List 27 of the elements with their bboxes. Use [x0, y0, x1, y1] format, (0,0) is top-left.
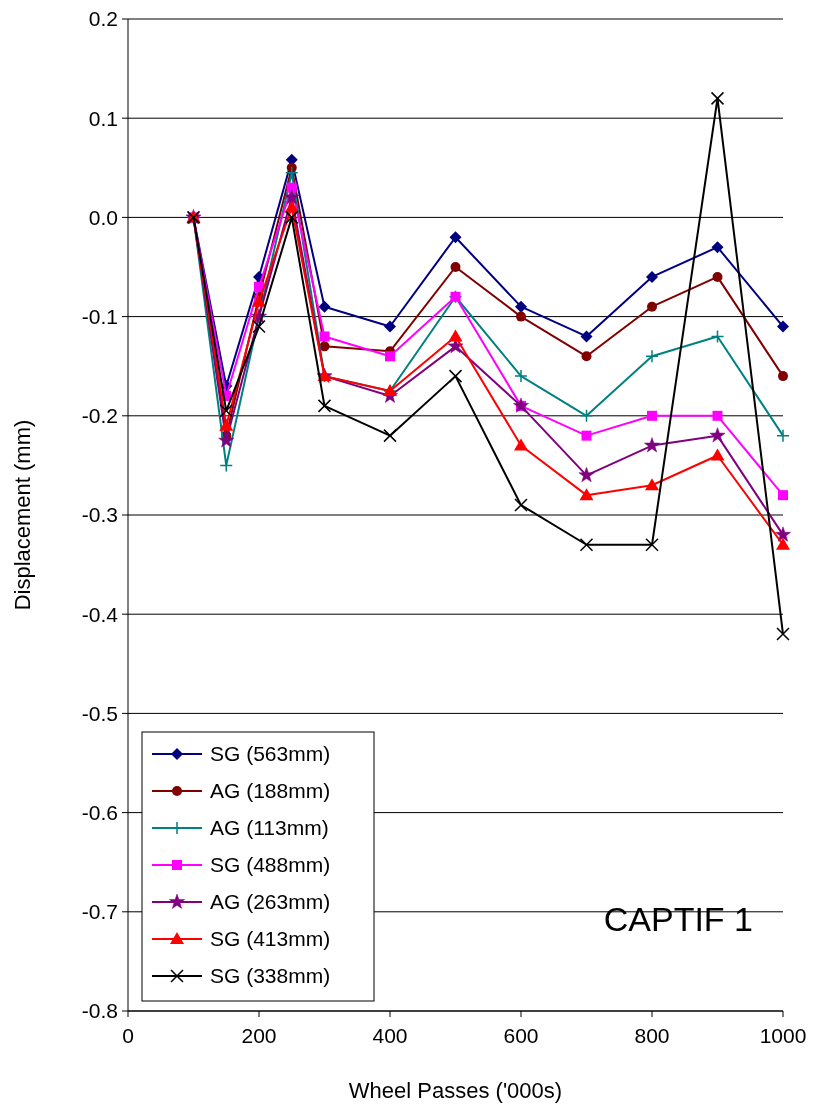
y-tick-label: 0.2 [88, 7, 118, 31]
y-tick-label: -0.6 [81, 800, 118, 824]
x-tick-label: 400 [372, 1024, 408, 1047]
legend-label: AG (188mm) [210, 779, 331, 803]
y-tick-label: -0.3 [81, 503, 118, 527]
x-tick-label: 800 [634, 1024, 670, 1047]
y-tick-label: -0.2 [81, 404, 118, 428]
annotation: CAPTIF 1 [603, 900, 753, 938]
y-tick-label: -0.8 [81, 999, 118, 1023]
y-tick-label: 0.1 [88, 106, 118, 130]
y-tick-label: -0.1 [81, 304, 118, 328]
legend-label: AG (113mm) [210, 816, 329, 840]
x-tick-label: 600 [503, 1024, 539, 1047]
x-axis-title: Wheel Passes ('000s) [348, 1078, 563, 1103]
legend-label: SG (488mm) [210, 853, 331, 877]
y-tick-label: -0.5 [81, 701, 118, 725]
x-tick-label: 200 [241, 1024, 277, 1047]
y-axis-title: Displacement (mm) [10, 419, 35, 611]
y-tick-label: 0.0 [88, 205, 118, 229]
legend-label: SG (563mm) [210, 742, 331, 766]
legend-label: SG (413mm) [210, 927, 331, 951]
y-tick-label: -0.4 [81, 602, 119, 626]
x-tick-label: 0 [122, 1024, 134, 1047]
y-tick-label: -0.7 [81, 900, 118, 924]
legend-label: AG (263mm) [210, 890, 331, 914]
legend-label: SG (338mm) [210, 964, 331, 988]
x-tick-label: 1000 [759, 1024, 807, 1047]
